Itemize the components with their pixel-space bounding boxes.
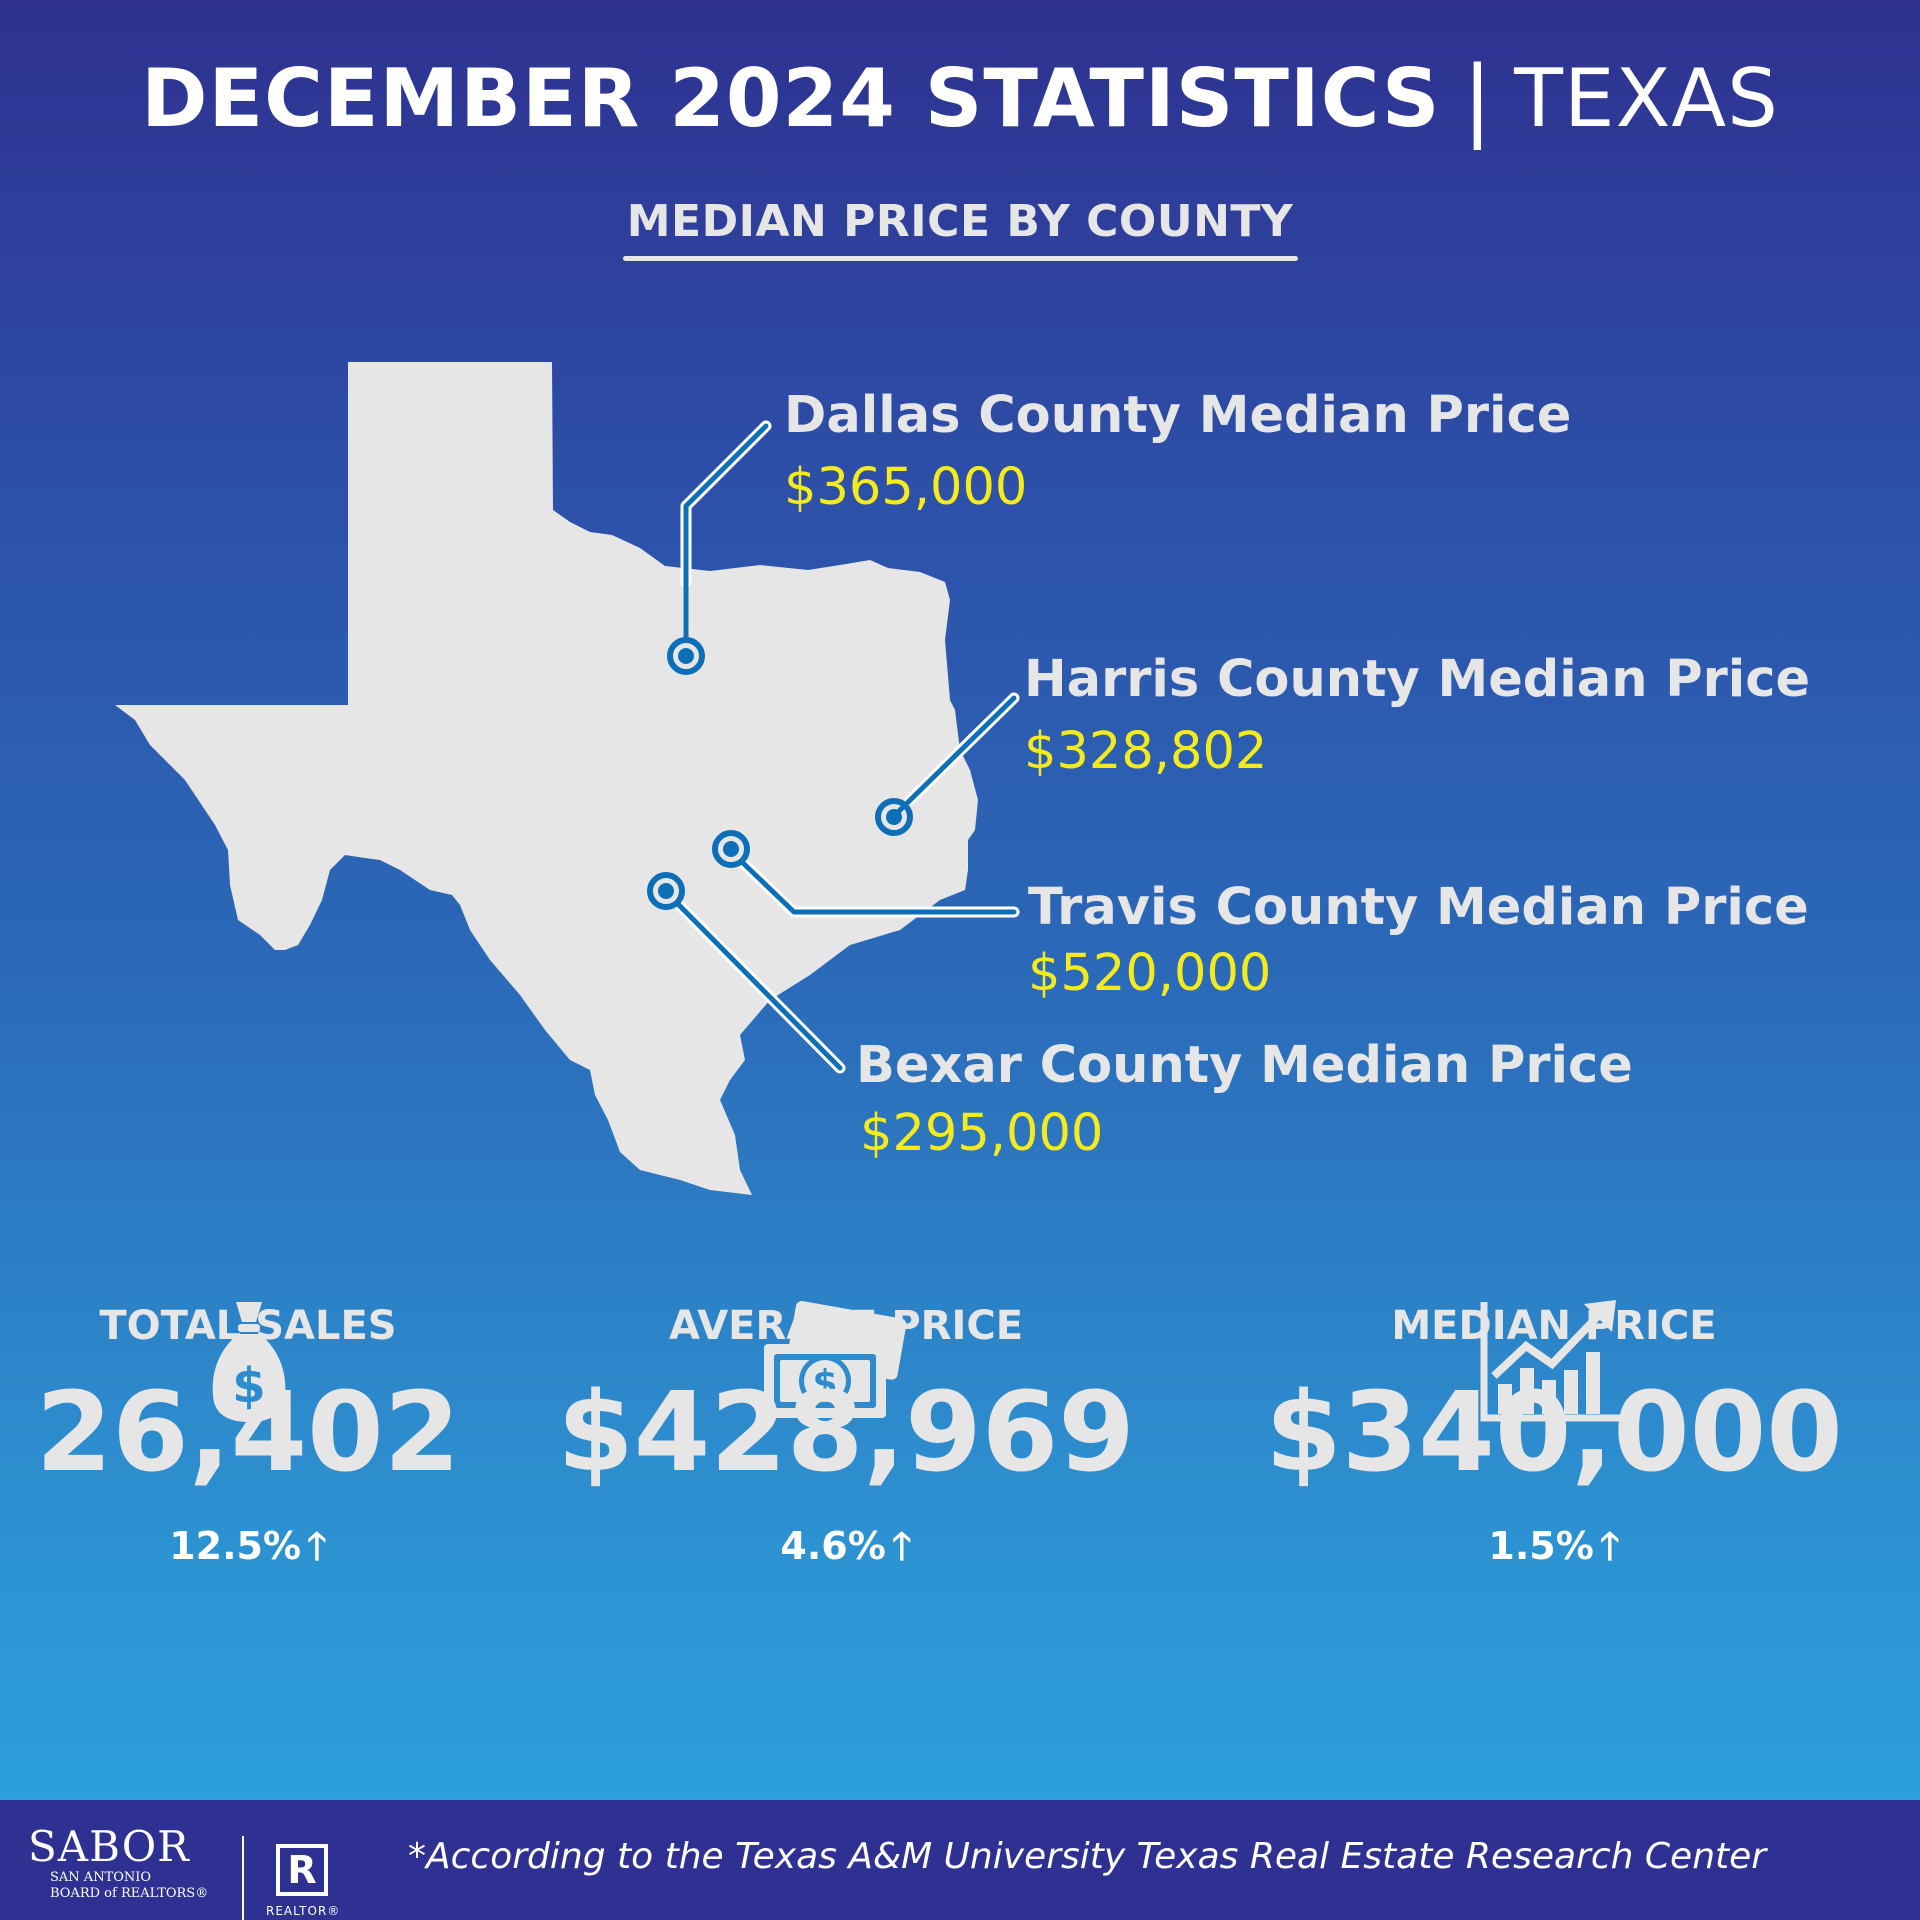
section-subtitle: MEDIAN PRICE BY COUNTY [626, 196, 1294, 247]
stat-average-price: AVERAGE PRICE $428,969 4.6% 🡑 [546, 1300, 1146, 1583]
change-percent: 4.6% [780, 1524, 886, 1568]
travis-pin [712, 830, 750, 868]
dallas-leader-line [680, 420, 772, 588]
subtitle-underline [623, 256, 1298, 261]
harris-leader-line-inner [893, 695, 1017, 817]
cash-bills-icon: $ [764, 1301, 907, 1418]
harris-county-label: Harris County Median Price [1024, 650, 1811, 709]
stat-label: MEDIAN PRICE [1391, 1303, 1717, 1349]
realtor-logo-icon: R [276, 1844, 328, 1896]
stat-change: 12.5% 🡑 [0, 1518, 548, 1583]
stat-total-sales: TOTAL SALES 26,402 12.5% 🡑 [0, 1300, 548, 1583]
stat-value: 26,402 [35, 1368, 461, 1496]
svg-text:$: $ [232, 1358, 265, 1414]
svg-text:$: $ [812, 1363, 837, 1404]
bexar-pin-core [658, 883, 674, 899]
bexar-county-price: $295,000 [860, 1104, 1104, 1163]
money-bag-icon: $ [212, 1302, 286, 1422]
harris-county-price: $328,802 [1024, 722, 1268, 781]
logo-subtitle-line1: SAN ANTONIO [50, 1870, 152, 1885]
logo-wordmark: SABOR [28, 1822, 190, 1871]
stat-value: $428,969 [557, 1368, 1135, 1496]
logo-subtitle-line2: BOARD of REALTORS® [50, 1886, 209, 1901]
stat-change: 4.6% 🡑 [546, 1518, 1146, 1583]
bexar-pin [647, 872, 685, 910]
stat-label: TOTAL SALES [99, 1303, 397, 1349]
page-title: DECEMBER 2024 STATISTICS [141, 52, 1441, 145]
arrow-up-icon: 🡑 [307, 1524, 327, 1568]
source-footnote: *According to the Texas A&M University T… [408, 1836, 1767, 1877]
stat-value: $340,000 [1265, 1368, 1843, 1496]
travis-county-label: Travis County Median Price [1028, 878, 1809, 937]
travis-pin-core [723, 841, 739, 857]
travis-county-price: $520,000 [1028, 944, 1272, 1003]
realtor-logo-text: REALTOR® [266, 1904, 341, 1918]
arrow-up-icon: 🡑 [891, 1524, 912, 1568]
region-title: TEXAS [1514, 52, 1779, 145]
change-percent: 1.5% [1488, 1524, 1594, 1568]
arrow-up-icon: 🡑 [1599, 1524, 1620, 1568]
stat-change: 1.5% 🡑 [1254, 1518, 1854, 1583]
dallas-pin-core [678, 648, 694, 664]
footer-bar: SABOR SAN ANTONIO BOARD of REALTORS® R R… [0, 1800, 1920, 1920]
change-percent: 12.5% [169, 1524, 302, 1568]
logo-divider [242, 1836, 244, 1920]
title-separator: | [1462, 46, 1493, 150]
stat-label: AVERAGE PRICE [668, 1303, 1024, 1349]
dallas-county-label: Dallas County Median Price [784, 386, 1572, 445]
dallas-leader-line-inner [683, 423, 769, 585]
travis-leader-line-inner [739, 859, 1017, 915]
growth-chart-icon [1480, 1300, 1624, 1422]
harris-pin-core [886, 809, 902, 825]
dallas-county-price: $365,000 [784, 458, 1028, 517]
title-row: DECEMBER 2024 STATISTICS | TEXAS [0, 52, 1920, 145]
stat-median-price: MEDIAN PRICE $340,000 1.5% 🡑 [1254, 1300, 1854, 1583]
harris-pin [875, 798, 913, 836]
bexar-county-label: Bexar County Median Price [856, 1036, 1633, 1095]
bexar-leader-line-inner [675, 901, 843, 1071]
sabor-logo: SABOR SAN ANTONIO BOARD of REALTORS® R R… [28, 1822, 339, 1920]
